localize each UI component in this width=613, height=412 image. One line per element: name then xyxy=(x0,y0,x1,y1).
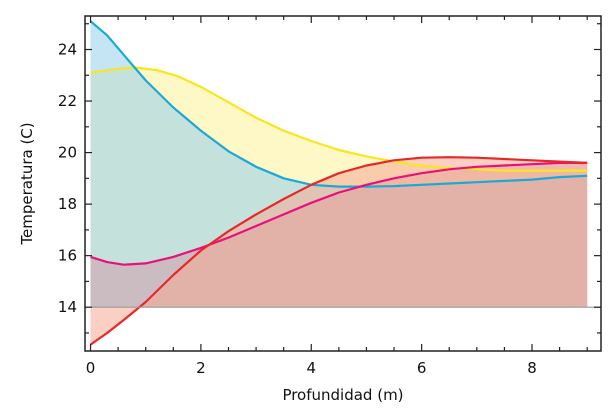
plot-frame xyxy=(84,15,602,352)
y-tick-label: 24 xyxy=(58,41,77,59)
series-line-2 xyxy=(89,20,588,188)
series-line-3 xyxy=(90,161,588,266)
x-axis-label: Profundidad (m) xyxy=(282,386,403,404)
series-area-4 xyxy=(90,157,588,345)
series-line-1 xyxy=(90,66,588,172)
series-line-4 xyxy=(89,156,588,346)
x-tick-label: 4 xyxy=(306,359,316,377)
y-tick-label: 22 xyxy=(58,92,77,110)
x-tick-label: 6 xyxy=(417,359,427,377)
x-ticks: 0 2 4 6 8 xyxy=(86,16,588,377)
y-tick-label: 16 xyxy=(58,247,77,265)
x-tick-label: 8 xyxy=(527,359,537,377)
x-tick-label: 2 xyxy=(196,359,206,377)
y-tick-label: 14 xyxy=(58,298,77,316)
plot-areas xyxy=(90,21,588,345)
y-axis-label: Temperatura (C) xyxy=(18,122,36,245)
y-ticks: 14 16 18 20 22 24 xyxy=(58,23,601,334)
x-tick-label: 0 xyxy=(86,359,96,377)
plot-lines xyxy=(89,20,588,346)
y-tick-label: 18 xyxy=(58,195,77,213)
y-tick-label: 20 xyxy=(58,144,77,162)
